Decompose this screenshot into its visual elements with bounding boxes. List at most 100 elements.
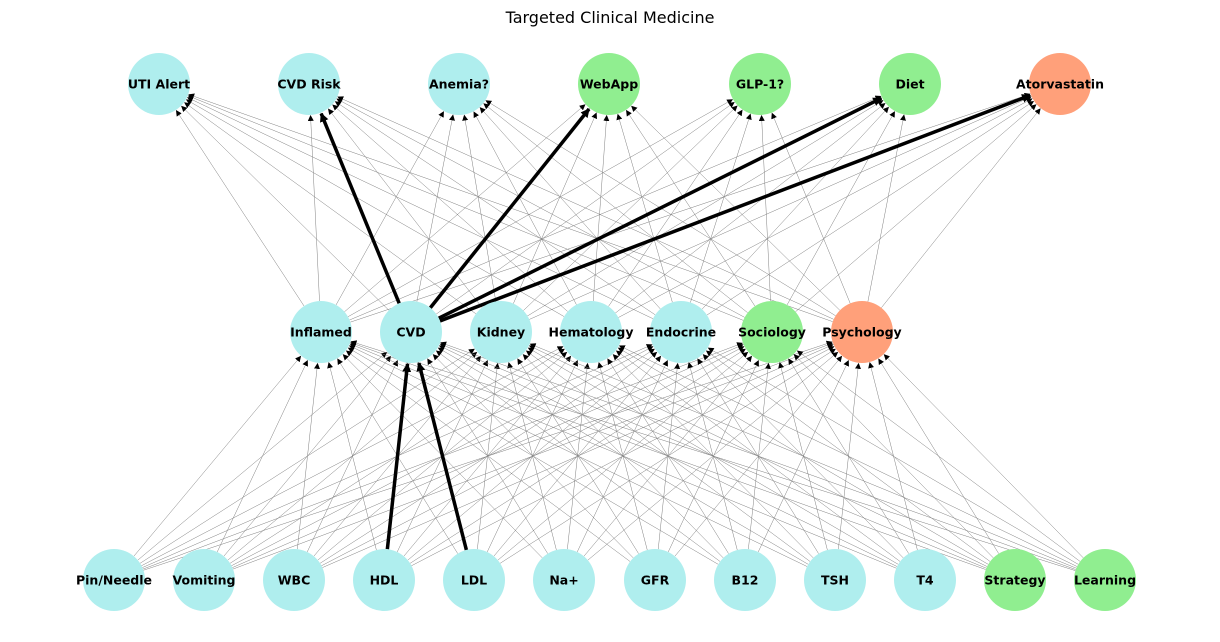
edge-inflamed-to-diet <box>349 95 882 321</box>
highlighted-edge-cvd-to-cvd-risk <box>319 112 401 304</box>
edge-inflamed-to-anemia <box>335 111 444 306</box>
edge-endocrine-to-uti-alert <box>187 97 654 319</box>
edge-hdl-to-hematology <box>403 355 572 557</box>
edge-sociology-to-anemia <box>483 103 748 313</box>
edge-gfr-to-inflamed <box>345 350 631 562</box>
node-endocrine: Endocrine <box>646 301 716 363</box>
edge-sociology-to-uti-alert <box>187 95 744 321</box>
edge-inflamed-to-webapp <box>344 104 586 312</box>
edge-inflamed-to-uti-alert <box>175 109 305 307</box>
node-diet: Diet <box>879 53 941 115</box>
edge-strategy-to-inflamed <box>350 341 986 570</box>
edges-group <box>133 92 1084 571</box>
edge-wbc-to-cvd <box>307 360 398 553</box>
edge-na-to-endocrine <box>577 360 668 553</box>
edge-learning-to-cvd <box>440 341 1076 570</box>
node-circle <box>470 301 532 363</box>
node-psychology: Psychology <box>822 301 902 363</box>
edge-kidney-to-anemia <box>462 114 497 302</box>
edge-endocrine-to-diet <box>701 106 889 310</box>
highlighted-edge-cvd-to-atorvastatin <box>439 93 1032 323</box>
edge-cvd-to-anemia <box>416 114 455 302</box>
node-wbc: WBC <box>263 549 325 611</box>
highlighted-edge-hdl-to-cvd <box>385 362 412 550</box>
edge-learning-to-inflamed <box>350 340 1076 571</box>
node-label: TSH <box>821 573 849 588</box>
edge-endocrine-to-anemia <box>479 107 661 310</box>
node-hematology: Hematology <box>549 301 634 363</box>
node-circle <box>560 301 622 363</box>
node-kidney: Kidney <box>470 301 532 363</box>
edge-t4-to-inflamed <box>349 343 897 569</box>
diagram-title: Targeted Clinical Medicine <box>505 8 715 27</box>
edge-inflamed-to-cvd-risk <box>307 114 320 302</box>
node-circle <box>984 549 1046 611</box>
node-circle <box>714 549 776 611</box>
node-circle <box>353 549 415 611</box>
node-sociology: Sociology <box>738 301 806 363</box>
edge-sociology-to-diet <box>786 111 895 306</box>
edge-kidney-to-cvd-risk <box>327 108 483 308</box>
edge-cvd-to-glp-1 <box>436 101 735 315</box>
node-label: WebApp <box>580 77 638 92</box>
edge-hdl-to-inflamed <box>327 362 377 551</box>
node-label: LDL <box>461 573 487 588</box>
edge-learning-to-kidney <box>529 343 1077 569</box>
edge-hematology-to-diet <box>615 103 886 314</box>
node-circle <box>624 549 686 611</box>
edge-na-to-sociology <box>583 355 753 557</box>
node-label: Na+ <box>549 573 578 588</box>
highlighted-edge-cvd-to-webapp <box>428 107 591 309</box>
node-label: Hematology <box>549 325 634 340</box>
edge-wbc-to-inflamed <box>297 362 320 550</box>
edge-vomiting-to-cvd <box>223 355 392 557</box>
edge-b12-to-inflamed <box>347 347 719 565</box>
node-label: Endocrine <box>646 325 716 340</box>
node-label: CVD Risk <box>277 77 341 92</box>
edge-learning-to-sociology <box>796 350 1081 562</box>
node-label: UTI Alert <box>128 77 190 92</box>
node-circle <box>650 301 712 363</box>
edge-tsh-to-inflamed <box>348 345 808 567</box>
node-label: T4 <box>916 573 934 588</box>
edge-inflamed-to-atorvastatin <box>350 92 1031 323</box>
node-circle <box>533 549 595 611</box>
node-circle <box>1074 549 1136 611</box>
node-label: B12 <box>732 573 759 588</box>
node-label: Kidney <box>477 325 525 340</box>
edge-na-to-cvd <box>427 358 548 554</box>
edge-na-to-hematology <box>567 362 590 550</box>
edge-hematology-to-cvd-risk <box>332 104 568 312</box>
node-b12: B12 <box>714 549 776 611</box>
edge-hematology-to-glp-1 <box>608 109 743 307</box>
node-circle <box>290 301 352 363</box>
highlighted-edges-group <box>319 93 1032 551</box>
edge-psychology-to-cvd-risk <box>337 96 834 320</box>
edge-hematology-to-webapp <box>592 114 610 302</box>
node-label: Diet <box>895 77 924 92</box>
highlighted-edge-cvd-to-diet <box>437 96 883 320</box>
edge-kidney-to-atorvastatin <box>529 96 1032 320</box>
node-label: WBC <box>278 573 311 588</box>
node-label: Pin/Needle <box>76 573 152 588</box>
node-label: Sociology <box>738 325 806 340</box>
edge-psychology-to-diet <box>867 114 906 302</box>
node-webapp: WebApp <box>578 53 640 115</box>
edge-endocrine-to-cvd-risk <box>334 101 656 316</box>
node-cvd-risk: CVD Risk <box>277 53 341 115</box>
edge-sociology-to-glp-1 <box>758 114 771 302</box>
node-label: Inflamed <box>290 325 352 340</box>
edge-vomiting-to-inflamed <box>217 360 308 553</box>
node-circle <box>263 549 325 611</box>
edge-sociology-to-atorvastatin <box>795 104 1037 312</box>
edge-sociology-to-cvd-risk <box>336 98 745 318</box>
node-circle <box>879 53 941 115</box>
node-circle <box>729 53 791 115</box>
node-circle <box>83 549 145 611</box>
node-label: GLP-1? <box>736 77 784 92</box>
node-glp-1: GLP-1? <box>729 53 791 115</box>
node-circle <box>428 53 490 115</box>
node-circle <box>1029 53 1091 115</box>
edge-cvd-to-uti-alert <box>181 105 390 311</box>
